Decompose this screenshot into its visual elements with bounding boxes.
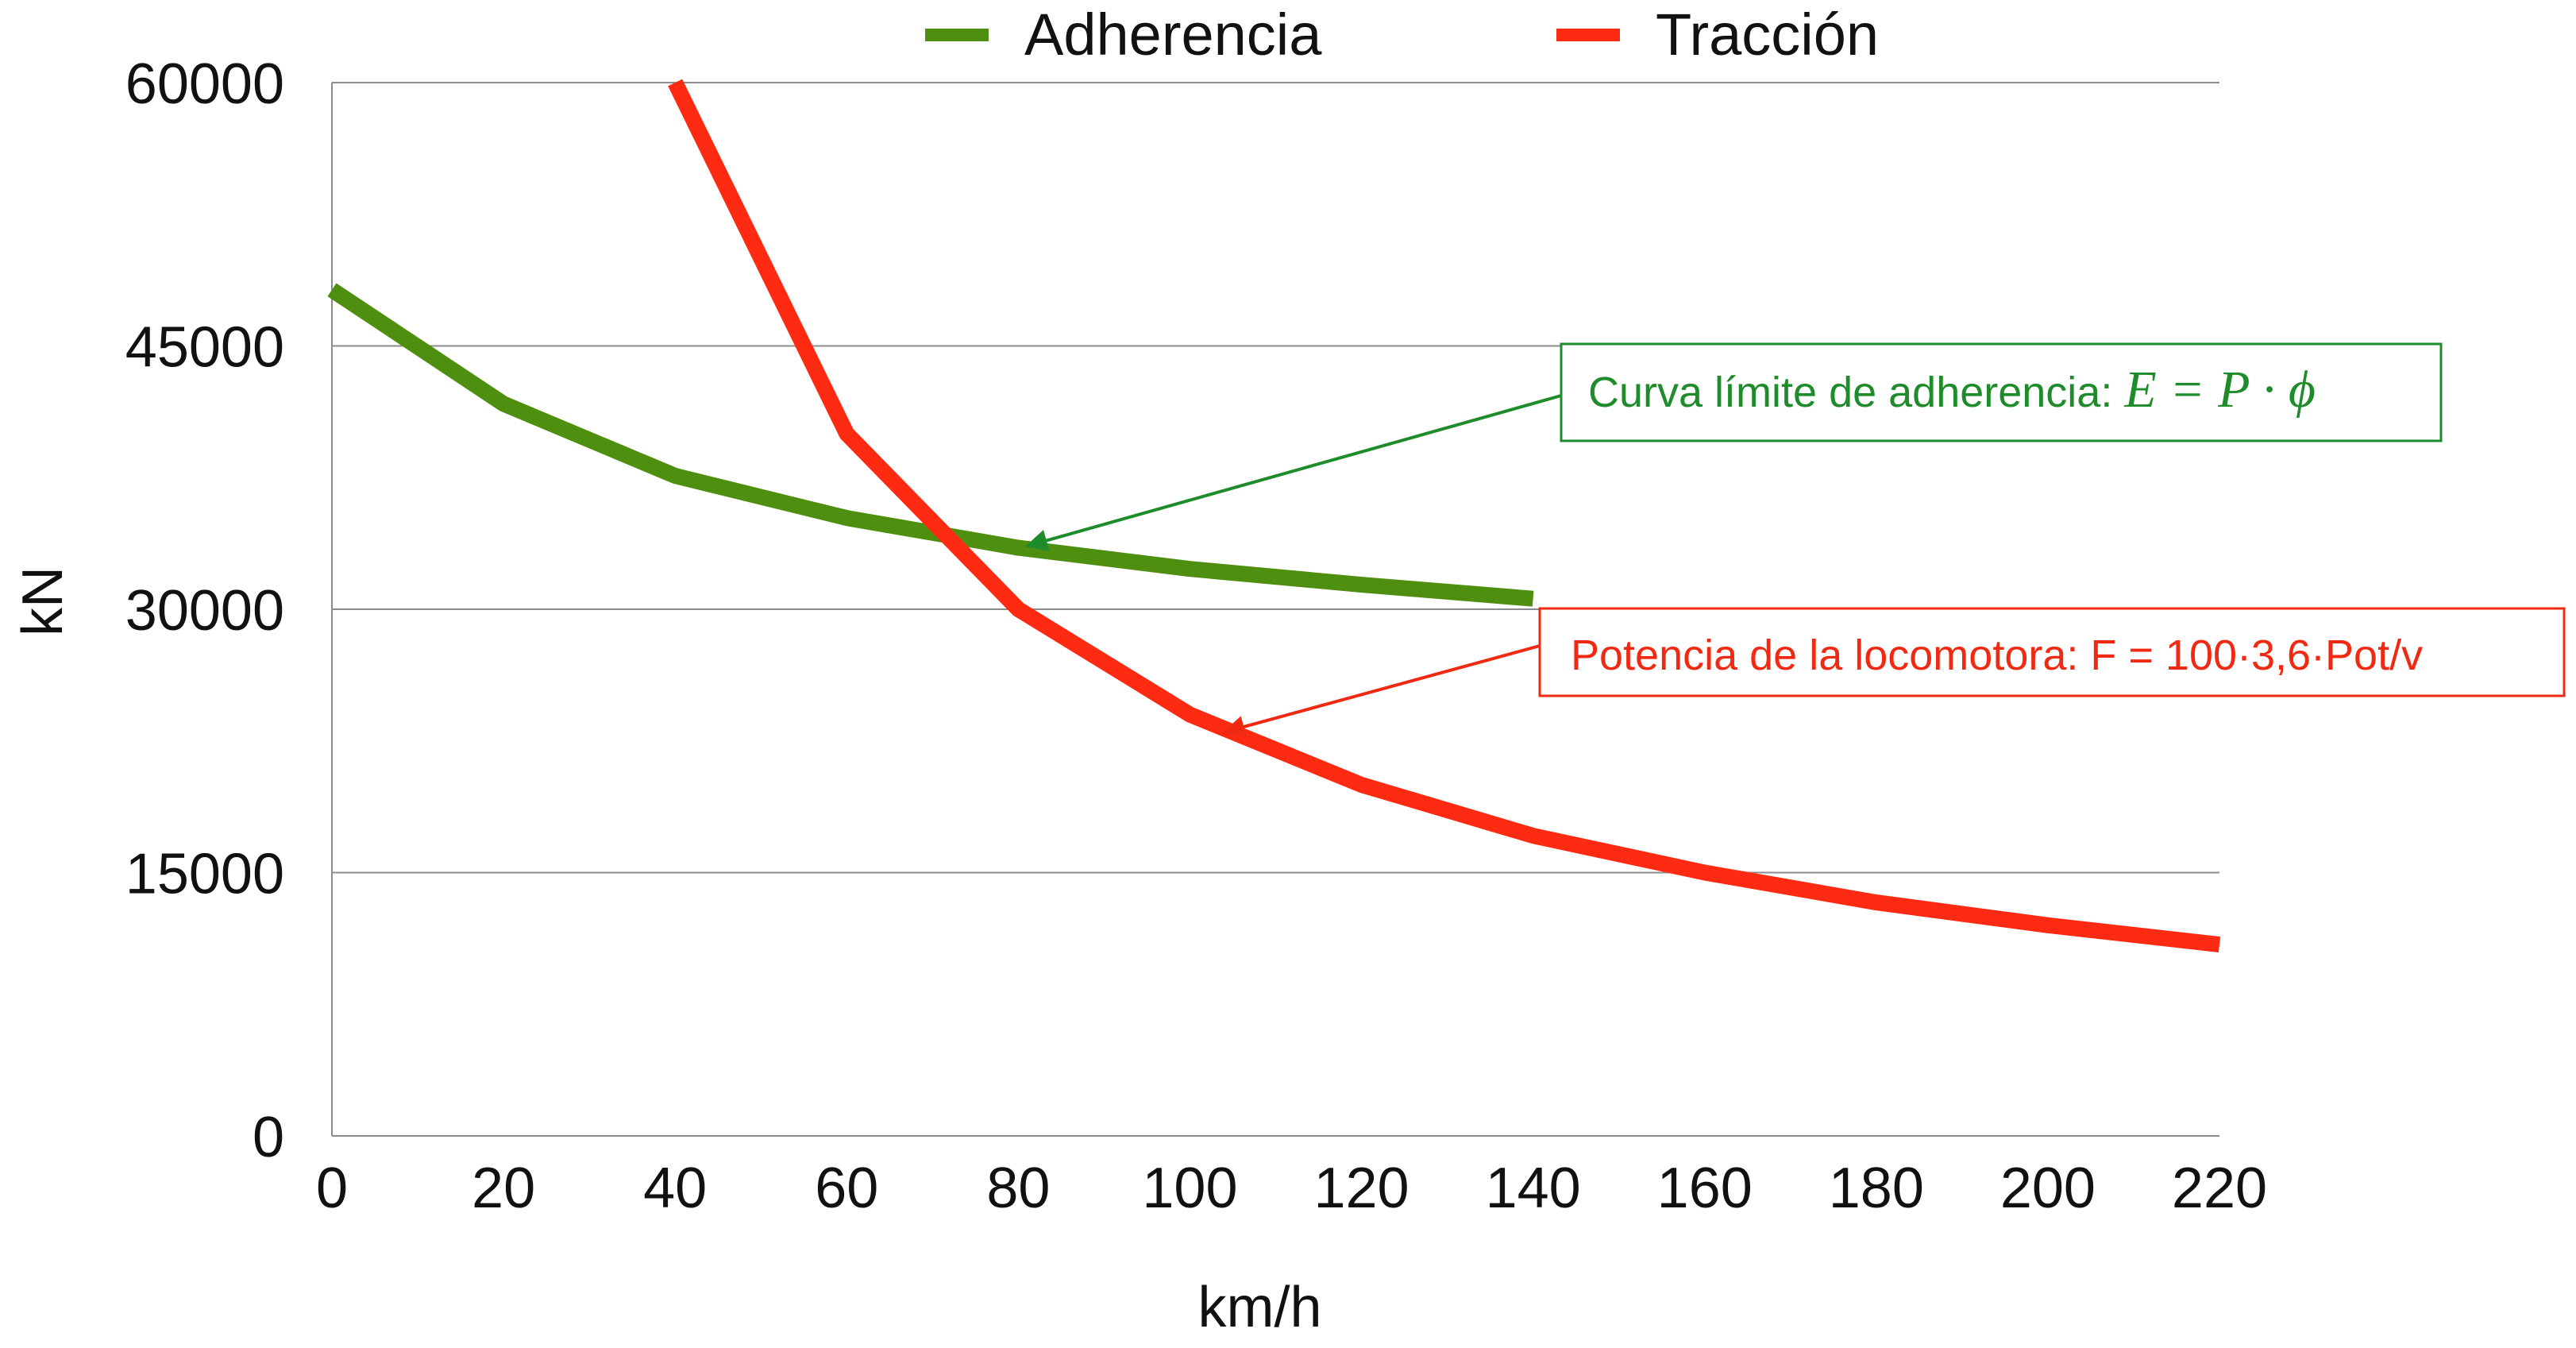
x-tick-label: 120 (1313, 1157, 1409, 1220)
data-point (2047, 925, 2049, 926)
y-axis-title: kN (11, 566, 75, 636)
x-tick-label: 60 (815, 1157, 878, 1220)
annotation-box-traccion (1538, 607, 2566, 697)
y-tick-label: 30000 (125, 579, 284, 643)
data-point (503, 403, 504, 404)
data-point (1189, 568, 1190, 570)
y-tick-label: 60000 (125, 52, 284, 116)
data-point (1533, 835, 1534, 836)
x-tick-label: 100 (1142, 1157, 1237, 1220)
legend-swatch (1556, 29, 1620, 41)
x-tick-label: 140 (1486, 1157, 1581, 1220)
axes: 0 15000 30000 45000 60000 0 20 40 60 80 100 120 140 1… (11, 52, 2267, 1339)
data-point (331, 289, 333, 291)
annotation-arrow-traccion (1222, 644, 1541, 738)
annotation-label: Curva límite de adherencia: (1588, 369, 2124, 416)
series-line-traccion (668, 79, 2221, 953)
x-tick-label: 20 (472, 1157, 535, 1220)
annotation-label: Potencia de la locomotora: F = 100·3,6·P… (1571, 632, 2423, 679)
data-point (1017, 608, 1019, 610)
legend-swatch (925, 29, 989, 41)
y-tick-label: 15000 (125, 843, 284, 906)
x-tick-label: 0 (316, 1157, 348, 1220)
annotations: Curva límite de adherencia: E = P · ϕ Pot… (1024, 342, 2566, 738)
data-point (1361, 584, 1363, 585)
data-point (1876, 902, 1877, 903)
data-point (846, 433, 847, 435)
x-tick-label: 220 (2172, 1157, 2267, 1220)
annotation-formula: E = P · ϕ (2123, 361, 2316, 419)
data-point (1704, 872, 1706, 874)
legend-label: Adherencia (1024, 2, 1322, 68)
data-point (1361, 784, 1363, 786)
annotation-arrow-adherencia (1024, 394, 1562, 551)
data-point (674, 475, 676, 477)
data-point (846, 517, 847, 519)
y-tick-label: 0 (253, 1106, 284, 1169)
legend: Adherencia Tracción (925, 2, 1879, 68)
annotation-box-adherencia (1560, 342, 2443, 442)
annotation-text-adherencia: Curva límite de adherencia: E = P · ϕ (1588, 361, 2316, 419)
x-axis-title: km/h (1197, 1276, 1321, 1339)
data-point (1017, 547, 1019, 549)
data-point (674, 82, 676, 83)
x-tick-label: 40 (643, 1157, 707, 1220)
legend-label: Tracción (1656, 2, 1879, 68)
data-point (1533, 598, 1534, 600)
x-tick-label: 160 (1657, 1157, 1753, 1220)
x-tick-label: 80 (986, 1157, 1050, 1220)
series (327, 79, 2221, 953)
x-tick-label: 200 (2000, 1157, 2096, 1220)
y-tick-label: 45000 (125, 316, 284, 380)
series-line-adherencia (327, 283, 1534, 607)
annotation-text-traccion: Potencia de la locomotora: F = 100·3,6·P… (1571, 632, 2423, 679)
data-point (2219, 944, 2220, 945)
x-tick-label: 180 (1829, 1157, 1924, 1220)
data-point (1189, 714, 1190, 716)
